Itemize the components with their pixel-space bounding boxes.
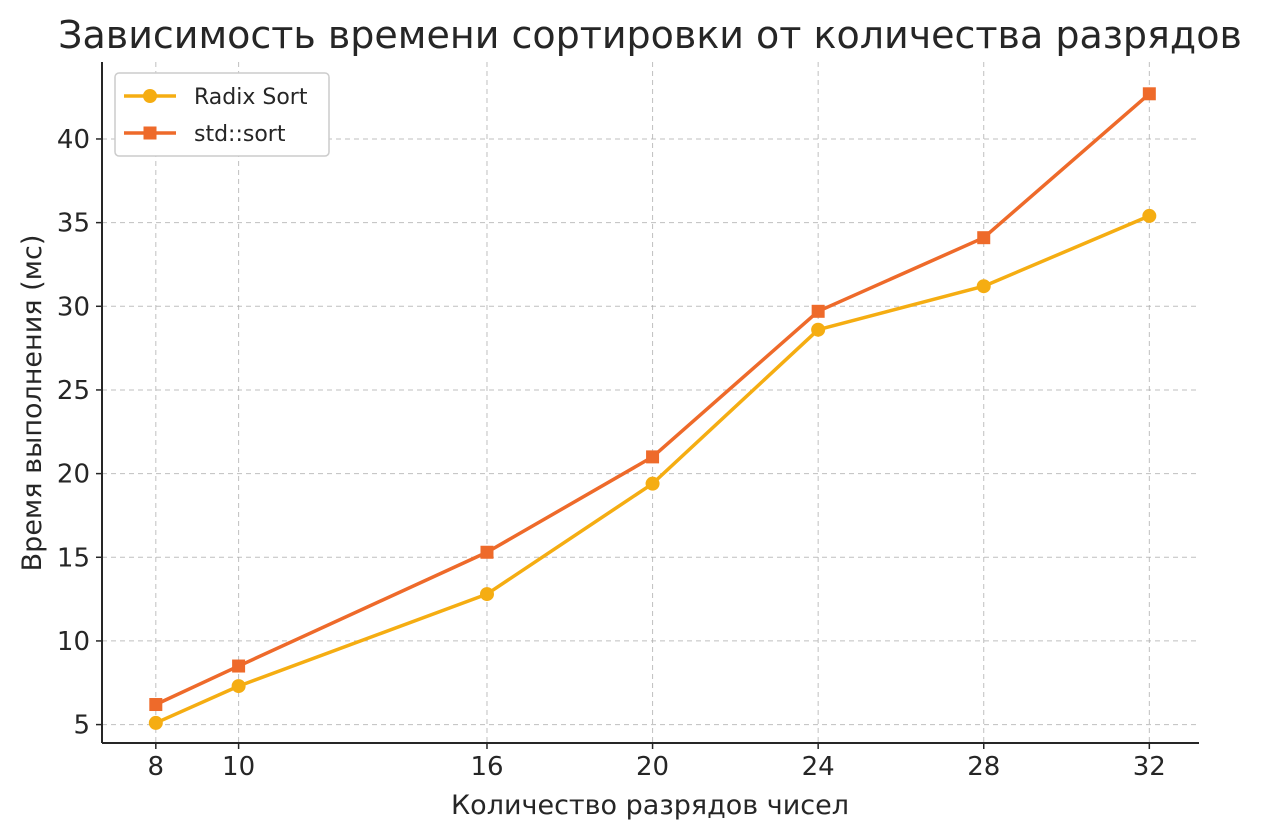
data-point: [148, 715, 163, 730]
data-point: [646, 450, 660, 464]
data-point: [479, 587, 494, 602]
legend-item: Radix Sort: [124, 85, 308, 110]
data-point: [811, 322, 826, 337]
y-axis-title: Время выполнения (мс): [17, 235, 48, 572]
chart-title: Зависимость времени сортировки от количе…: [58, 13, 1242, 57]
ticks: 8 10 16 20 24 28 32 5 10 15 20 25 30 35 40: [57, 125, 1166, 782]
x-tick-label: 20: [636, 752, 669, 782]
legend-swatch-marker: [143, 89, 157, 103]
data-point: [976, 279, 991, 294]
y-tick-label: 20: [57, 460, 90, 490]
x-tick-label: 28: [967, 752, 1000, 782]
series-1: [148, 208, 1157, 730]
grid-lines: [102, 62, 1199, 743]
data-point: [232, 659, 246, 673]
legend-swatch-marker: [143, 126, 157, 140]
x-axis-title: Количество разрядов чисел: [451, 790, 849, 821]
legend-label: std::sort: [194, 122, 286, 147]
series-layer: [148, 87, 1157, 730]
x-tick-label: 32: [1133, 752, 1166, 782]
y-tick-label: 25: [57, 376, 90, 406]
y-tick-label: 10: [57, 627, 90, 657]
x-tick-label: 10: [222, 752, 255, 782]
data-point: [1142, 87, 1156, 101]
y-tick-label: 30: [57, 292, 90, 322]
axes: [101, 62, 1199, 744]
data-point: [1142, 208, 1157, 223]
legend-box: [114, 72, 330, 157]
data-point: [480, 545, 494, 559]
y-tick-label: 35: [57, 209, 90, 239]
y-tick-label: 15: [57, 543, 90, 573]
legend-label: Radix Sort: [194, 85, 308, 110]
data-point: [149, 698, 163, 712]
series-2: [149, 87, 1156, 712]
data-point: [811, 304, 825, 318]
x-tick-label: 8: [148, 752, 165, 782]
x-tick-label: 24: [802, 752, 835, 782]
data-point: [231, 679, 246, 694]
legend-item: std::sort: [124, 122, 286, 147]
data-point: [645, 476, 660, 491]
x-tick-label: 16: [470, 752, 503, 782]
data-point: [977, 231, 991, 245]
y-tick-label: 40: [57, 125, 90, 155]
y-tick-label: 5: [73, 711, 90, 741]
